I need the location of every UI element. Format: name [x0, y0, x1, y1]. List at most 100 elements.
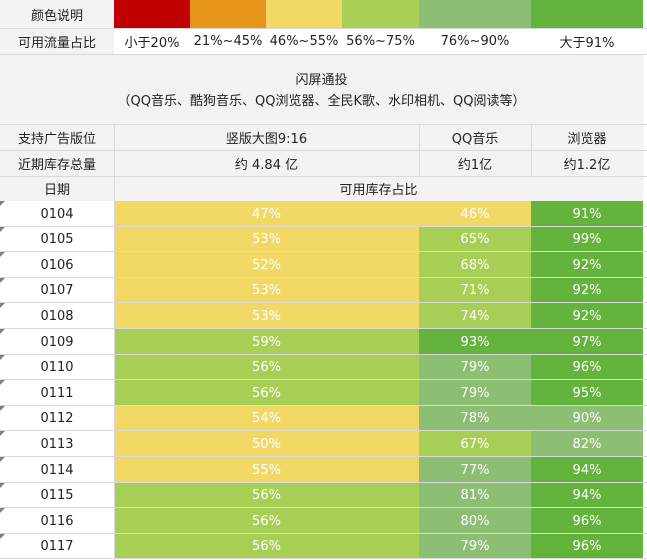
comment-marker-icon	[0, 227, 5, 232]
column-header-browser: 浏览器	[531, 124, 643, 150]
ratio-cell-qq-music: 81%	[419, 483, 531, 508]
legend-swatch-yellow	[266, 0, 342, 28]
date-cell: 0107	[0, 278, 114, 303]
ratio-cell-qq-music: 79%	[419, 534, 531, 559]
range-over-91: 大于91%	[531, 28, 643, 54]
inventory-portrait: 约 4.84 亿	[114, 150, 419, 176]
ratio-cell-browser: 95%	[531, 380, 643, 406]
ratio-cell-qq-music: 78%	[419, 406, 531, 431]
row-divider	[0, 405, 647, 406]
column-header-portrait: 竖版大图9:16	[114, 124, 419, 150]
ratio-cell-portrait: 56%	[114, 380, 419, 406]
comment-marker-icon	[0, 431, 5, 436]
ratio-cell-qq-music: 79%	[419, 355, 531, 380]
comment-marker-icon	[0, 380, 5, 385]
ratio-cell-browser: 99%	[531, 227, 643, 252]
inventory-label: 近期库存总量	[0, 150, 114, 176]
row-divider	[0, 277, 647, 278]
ratio-cell-browser: 92%	[531, 278, 643, 303]
comment-marker-icon	[0, 457, 5, 462]
ratio-cell-qq-music: 46%	[419, 201, 531, 227]
ranges-label: 可用流量占比	[0, 28, 114, 54]
ratio-cell-portrait: 50%	[114, 431, 419, 457]
ratio-cell-portrait: 56%	[114, 508, 419, 534]
comment-marker-icon	[0, 534, 5, 539]
comment-marker-icon	[0, 483, 5, 488]
date-cell: 0111	[0, 380, 114, 406]
ratio-cell-browser: 94%	[531, 457, 643, 483]
ratio-cell-browser: 90%	[531, 406, 643, 431]
ratio-cell-browser: 92%	[531, 252, 643, 278]
date-cell: 0112	[0, 406, 114, 431]
ratio-cell-portrait: 56%	[114, 483, 419, 508]
date-cell: 0106	[0, 252, 114, 278]
date-header: 日期	[0, 176, 114, 201]
row-divider	[0, 328, 647, 329]
ratio-cell-portrait: 53%	[114, 278, 419, 303]
row-divider	[0, 558, 647, 559]
ratio-cell-browser: 91%	[531, 201, 643, 227]
comment-marker-icon	[0, 201, 5, 206]
comment-marker-icon	[0, 406, 5, 411]
comment-marker-icon	[0, 355, 5, 360]
date-cell: 0110	[0, 355, 114, 380]
ratio-cell-portrait: 54%	[114, 406, 419, 431]
legend-swatch-sage-green	[419, 0, 531, 28]
date-cell: 0108	[0, 303, 114, 329]
comment-marker-icon	[0, 252, 5, 257]
legend-swatch-green	[531, 0, 643, 28]
ratio-cell-portrait: 53%	[114, 227, 419, 252]
ratio-cell-browser: 94%	[531, 483, 643, 508]
ratio-cell-portrait: 52%	[114, 252, 419, 278]
ratio-cell-qq-music: 79%	[419, 380, 531, 406]
ratio-cell-portrait: 47%	[114, 201, 419, 227]
slots-label: 支持广告版位	[0, 124, 114, 150]
row-divider	[0, 379, 647, 380]
legend-label: 颜色说明	[0, 0, 114, 28]
ratio-cell-portrait: 56%	[114, 534, 419, 559]
comment-marker-icon	[0, 278, 5, 283]
row-divider	[0, 482, 647, 483]
ratio-cell-qq-music: 80%	[419, 508, 531, 534]
row-divider	[0, 251, 647, 252]
ratio-cell-qq-music: 68%	[419, 252, 531, 278]
range-46-55: 46%~55%	[266, 28, 342, 54]
comment-marker-icon	[0, 329, 5, 334]
ratio-cell-portrait: 59%	[114, 329, 419, 355]
column-header-qq-music: QQ音乐	[419, 124, 531, 150]
row-divider	[0, 430, 647, 431]
date-cell: 0104	[0, 201, 114, 227]
date-cell: 0117	[0, 534, 114, 559]
row-divider	[0, 226, 647, 227]
date-cell: 0115	[0, 483, 114, 508]
legend-swatch-light-green	[342, 0, 419, 28]
comment-marker-icon	[0, 508, 5, 513]
row-divider	[0, 507, 647, 508]
ratio-header: 可用库存占比	[114, 176, 643, 201]
inventory-qq-music: 约1亿	[419, 150, 531, 176]
row-divider	[0, 302, 647, 303]
row-divider	[0, 354, 647, 355]
date-cell: 0113	[0, 431, 114, 457]
ratio-cell-qq-music: 93%	[419, 329, 531, 355]
legend-swatch-red	[114, 0, 190, 28]
range-76-90: 76%~90%	[419, 28, 531, 54]
ratio-cell-browser: 92%	[531, 303, 643, 329]
row-divider	[0, 456, 647, 457]
date-cell: 0109	[0, 329, 114, 355]
product-subtitle: （QQ音乐、酷狗音乐、QQ浏览器、全民K歌、水印相机、QQ阅读等）	[117, 93, 526, 109]
row-divider	[0, 533, 647, 534]
legend-swatch-orange	[190, 0, 266, 28]
ratio-cell-browser: 96%	[531, 534, 643, 559]
range-56-75: 56%~75%	[342, 28, 419, 54]
ratio-cell-browser: 97%	[531, 329, 643, 355]
ratio-cell-browser: 96%	[531, 355, 643, 380]
product-block	[0, 54, 643, 124]
ratio-cell-portrait: 53%	[114, 303, 419, 329]
ratio-cell-qq-music: 67%	[419, 431, 531, 457]
ratio-cell-browser: 96%	[531, 508, 643, 534]
ratio-cell-portrait: 55%	[114, 457, 419, 483]
comment-marker-icon	[0, 303, 5, 308]
date-cell: 0105	[0, 227, 114, 252]
